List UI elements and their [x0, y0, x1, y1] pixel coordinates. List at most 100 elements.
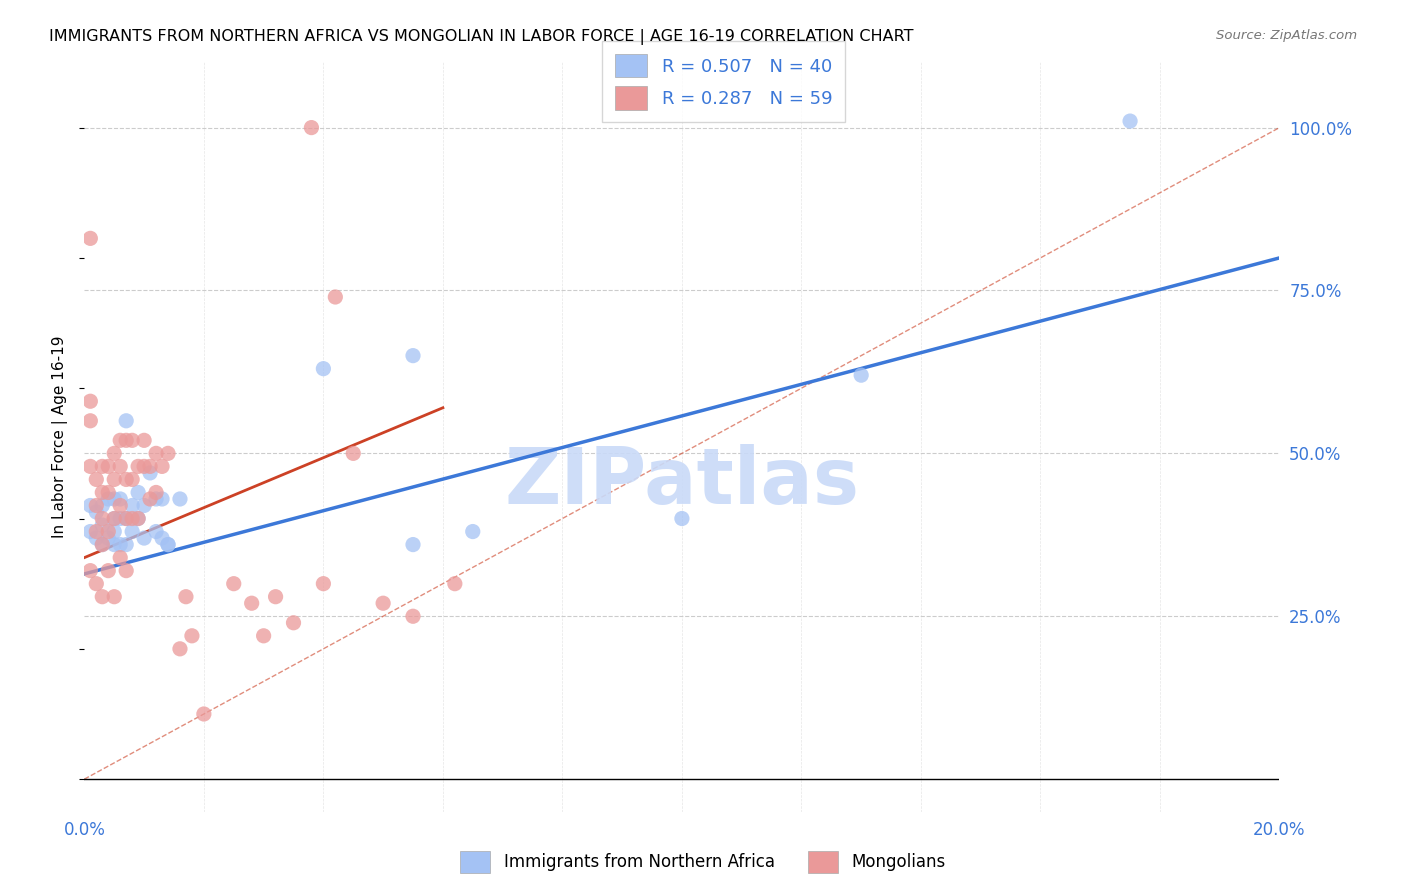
Y-axis label: In Labor Force | Age 16-19: In Labor Force | Age 16-19: [52, 335, 69, 539]
Point: [145, 491, 167, 506]
Point: [91, 459, 114, 474]
Point: [115, 434, 138, 448]
Point: [139, 466, 162, 480]
Point: [115, 414, 138, 428]
Point: [222, 576, 245, 591]
Point: [97, 485, 120, 500]
Text: ZIPatlas: ZIPatlas: [505, 444, 859, 520]
Point: [110, 499, 132, 513]
Point: [127, 485, 149, 500]
Point: [103, 472, 125, 486]
Point: [91, 499, 114, 513]
Point: [145, 485, 167, 500]
Point: [253, 629, 276, 643]
Legend: Immigrants from Northern Africa, Mongolians: Immigrants from Northern Africa, Mongoli…: [454, 845, 952, 880]
Point: [312, 361, 335, 376]
Text: IMMIGRANTS FROM NORTHERN AFRICA VS MONGOLIAN IN LABOR FORCE | AGE 16-19 CORRELAT: IMMIGRANTS FROM NORTHERN AFRICA VS MONGO…: [49, 29, 914, 45]
Point: [86, 499, 108, 513]
Point: [127, 511, 149, 525]
Point: [461, 524, 484, 539]
Point: [169, 491, 191, 506]
Point: [110, 491, 132, 506]
Point: [127, 511, 149, 525]
Point: [79, 231, 101, 245]
Point: [157, 446, 180, 460]
Point: [121, 524, 143, 539]
Point: [91, 538, 114, 552]
Point: [127, 459, 149, 474]
Point: [103, 511, 125, 525]
Point: [145, 446, 167, 460]
Point: [132, 531, 156, 545]
Point: [157, 538, 180, 552]
Point: [145, 524, 167, 539]
Point: [444, 576, 467, 591]
Point: [79, 524, 101, 539]
Point: [91, 538, 114, 552]
Point: [121, 472, 143, 486]
Point: [79, 394, 101, 409]
Point: [79, 499, 101, 513]
Point: [91, 511, 114, 525]
Point: [402, 609, 425, 624]
Point: [110, 511, 132, 525]
Point: [301, 120, 323, 135]
Point: [115, 538, 138, 552]
Point: [402, 538, 425, 552]
Point: [86, 472, 108, 486]
Point: [132, 499, 156, 513]
Point: [240, 596, 263, 610]
Legend: R = 0.507   N = 40, R = 0.287   N = 59: R = 0.507 N = 40, R = 0.287 N = 59: [602, 42, 845, 122]
Point: [851, 368, 873, 383]
Point: [283, 615, 305, 630]
Point: [79, 414, 101, 428]
Point: [174, 590, 197, 604]
Point: [193, 706, 215, 721]
Point: [79, 564, 101, 578]
Point: [325, 290, 347, 304]
Point: [91, 485, 114, 500]
Point: [79, 459, 101, 474]
Point: [169, 641, 191, 656]
Point: [150, 491, 173, 506]
Point: [402, 349, 425, 363]
Point: [86, 505, 108, 519]
Point: [139, 459, 162, 474]
Point: [132, 434, 156, 448]
Point: [103, 590, 125, 604]
Point: [312, 576, 335, 591]
Point: [86, 531, 108, 545]
Point: [121, 511, 143, 525]
Point: [264, 590, 287, 604]
Point: [103, 491, 125, 506]
Point: [157, 538, 180, 552]
Point: [139, 491, 162, 506]
Point: [110, 459, 132, 474]
Point: [115, 564, 138, 578]
Point: [91, 590, 114, 604]
Point: [373, 596, 395, 610]
Point: [86, 576, 108, 591]
Point: [103, 446, 125, 460]
Point: [97, 564, 120, 578]
Point: [103, 524, 125, 539]
Point: [150, 531, 173, 545]
Point: [91, 518, 114, 533]
Point: [103, 538, 125, 552]
Point: [97, 491, 120, 506]
Point: [132, 459, 156, 474]
Text: Source: ZipAtlas.com: Source: ZipAtlas.com: [1216, 29, 1357, 42]
Point: [342, 446, 364, 460]
Point: [150, 459, 173, 474]
Point: [97, 531, 120, 545]
Point: [110, 434, 132, 448]
Point: [671, 511, 693, 525]
Point: [110, 538, 132, 552]
Point: [103, 511, 125, 525]
Point: [121, 499, 143, 513]
Point: [115, 511, 138, 525]
Point: [121, 434, 143, 448]
Point: [97, 524, 120, 539]
Point: [115, 511, 138, 525]
Point: [115, 472, 138, 486]
